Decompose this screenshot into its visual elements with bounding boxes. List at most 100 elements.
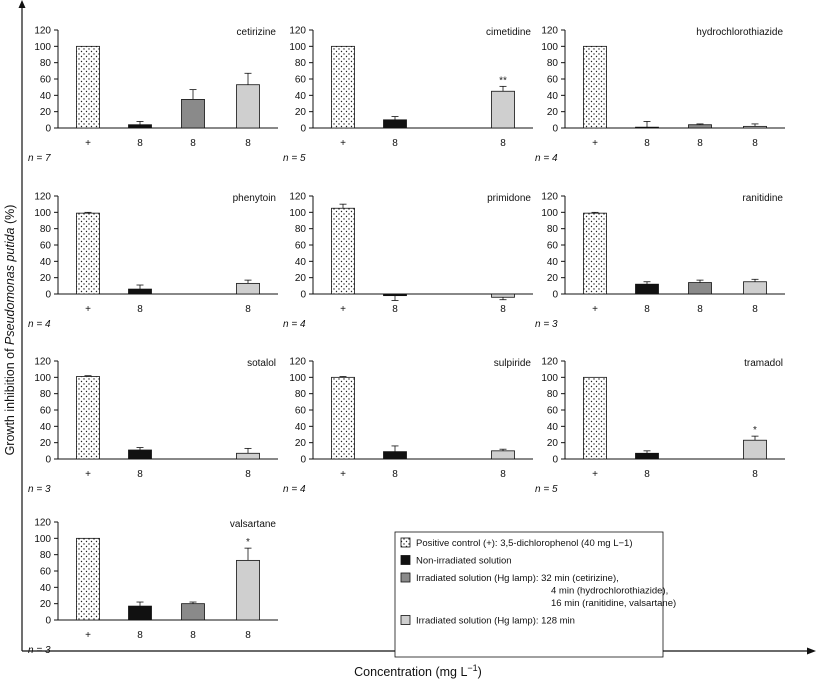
bar-irrS bbox=[181, 99, 205, 129]
y-tick-label: 80 bbox=[40, 58, 52, 69]
legend-entry-text: 4 min (hydrochlorothiazide), bbox=[551, 586, 668, 597]
y-tick-label: 20 bbox=[547, 273, 559, 284]
panel-title: cetirizine bbox=[237, 27, 277, 38]
bar-category-label: 8 bbox=[190, 630, 196, 641]
bar-category-label: 8 bbox=[392, 138, 398, 149]
bar-category-label: + bbox=[85, 630, 91, 641]
bar-category-label: 8 bbox=[752, 138, 758, 149]
bar-category-label: 8 bbox=[392, 469, 398, 480]
bar-category-label: + bbox=[85, 138, 91, 149]
y-tick-label: 60 bbox=[40, 241, 52, 252]
bar-irrL bbox=[743, 281, 767, 295]
legend-entry-text: Positive control (+): 3,5-dichlorophenol… bbox=[416, 538, 633, 549]
y-tick-label: 120 bbox=[34, 518, 51, 529]
bar-pos bbox=[583, 45, 607, 129]
bar-irrS bbox=[688, 124, 712, 129]
y-tick-label: 120 bbox=[541, 357, 558, 368]
y-tick-label: 80 bbox=[295, 389, 307, 400]
y-tick-label: 40 bbox=[40, 422, 52, 433]
y-tick-label: 60 bbox=[295, 406, 307, 417]
panel-hydrochlorothiazide: 0 20 40 60 80 100 120 hydrochlorothiazide n = 4 +… bbox=[535, 26, 785, 164]
bar-irrL bbox=[491, 293, 515, 298]
y-tick-label: 0 bbox=[300, 124, 306, 135]
bar-irrL bbox=[236, 282, 260, 295]
bar-pos bbox=[76, 212, 100, 295]
y-tick-label: 60 bbox=[40, 567, 52, 578]
bar-non bbox=[635, 283, 659, 295]
y-tick-label: 20 bbox=[295, 107, 307, 118]
bar-category-label: 8 bbox=[392, 304, 398, 315]
panel-cetirizine: 0 20 40 60 80 100 120 cetirizine n = 7 + 8 8 8 bbox=[28, 26, 278, 164]
legend-entry-text: Irradiated solution (Hg lamp): 128 min bbox=[416, 616, 575, 627]
y-tick-label: 40 bbox=[547, 257, 559, 268]
panel-title: phenytoin bbox=[233, 193, 276, 204]
y-tick-label: 120 bbox=[34, 192, 51, 203]
bar-irrL bbox=[491, 90, 515, 129]
panel-n-label: n = 5 bbox=[535, 484, 558, 495]
bar-category-label: 8 bbox=[245, 630, 251, 641]
bar-category-label: 8 bbox=[137, 138, 143, 149]
y-tick-label: 20 bbox=[40, 438, 52, 449]
bar-category-label: 8 bbox=[137, 630, 143, 641]
bar-category-label: 8 bbox=[500, 138, 506, 149]
y-tick-label: 60 bbox=[547, 406, 559, 417]
bar-pos bbox=[331, 376, 355, 460]
bar-pos bbox=[331, 45, 355, 129]
panel-n-label: n = 4 bbox=[535, 153, 558, 164]
bar-non bbox=[635, 452, 659, 460]
bar-category-label: + bbox=[340, 304, 346, 315]
panel-primidone: 0 20 40 60 80 100 120 primidone n = 4 + 8 8 bbox=[283, 192, 533, 330]
y-axis-arrow-icon bbox=[18, 0, 26, 8]
legend-swatch-irrL bbox=[400, 615, 411, 625]
panel-title: sulpiride bbox=[494, 358, 532, 369]
y-tick-label: 60 bbox=[40, 75, 52, 86]
legend-entry-text: Non-irradiated solution bbox=[416, 556, 512, 567]
y-tick-label: 40 bbox=[40, 91, 52, 102]
bar-category-label: 8 bbox=[137, 304, 143, 315]
y-tick-label: 60 bbox=[40, 406, 52, 417]
bar-non bbox=[128, 605, 152, 621]
legend-swatch-non bbox=[400, 555, 411, 565]
y-tick-label: 80 bbox=[40, 389, 52, 400]
y-tick-label: 60 bbox=[547, 75, 559, 86]
bar-category-label: 8 bbox=[697, 304, 703, 315]
y-tick-label: 40 bbox=[547, 91, 559, 102]
y-tick-label: 60 bbox=[295, 241, 307, 252]
bar-category-label: 8 bbox=[644, 138, 650, 149]
y-tick-label: 20 bbox=[295, 273, 307, 284]
bar-pos bbox=[331, 207, 355, 295]
legend-swatch-irrS bbox=[400, 572, 411, 583]
y-tick-label: 80 bbox=[547, 224, 559, 235]
panel-tramadol: 0 20 40 60 80 100 120 tramadol n = 5 + 8 * 8 bbox=[535, 357, 785, 495]
panel-n-label: n = 3 bbox=[535, 319, 558, 330]
bar-irrS bbox=[181, 603, 205, 621]
panel-title: valsartane bbox=[230, 519, 277, 530]
y-tick-label: 80 bbox=[40, 224, 52, 235]
bar-category-label: + bbox=[85, 469, 91, 480]
y-tick-label: 100 bbox=[541, 208, 558, 219]
legend-swatch-pos bbox=[400, 537, 411, 548]
bar-category-label: + bbox=[592, 469, 598, 480]
panel-cimetidine: 0 20 40 60 80 100 120 cimetidine n = 5 + 8 ** 8 bbox=[283, 26, 533, 164]
bar-category-label: 8 bbox=[644, 304, 650, 315]
bar-irrL bbox=[236, 452, 260, 460]
bar-category-label: + bbox=[592, 138, 598, 149]
bar-non bbox=[383, 293, 407, 297]
bar-category-label: 8 bbox=[245, 304, 251, 315]
y-tick-label: 100 bbox=[289, 208, 306, 219]
bar-non bbox=[383, 451, 407, 460]
significance-mark: * bbox=[246, 537, 250, 548]
bar-category-label: 8 bbox=[500, 469, 506, 480]
y-tick-label: 20 bbox=[295, 438, 307, 449]
bar-category-label: 8 bbox=[500, 304, 506, 315]
y-tick-label: 20 bbox=[547, 438, 559, 449]
y-tick-label: 20 bbox=[40, 273, 52, 284]
y-tick-label: 40 bbox=[295, 257, 307, 268]
legend-entry-text: 16 min (ranitidine, valsartane) bbox=[551, 598, 676, 609]
y-tick-label: 40 bbox=[40, 583, 52, 594]
bar-category-label: + bbox=[340, 138, 346, 149]
x-axis-label: Concentration (mg L−1) bbox=[354, 663, 482, 679]
panel-ranitidine: 0 20 40 60 80 100 120 ranitidine n = 3 + 8 8 8 bbox=[535, 192, 785, 330]
panel-title: primidone bbox=[487, 193, 531, 204]
